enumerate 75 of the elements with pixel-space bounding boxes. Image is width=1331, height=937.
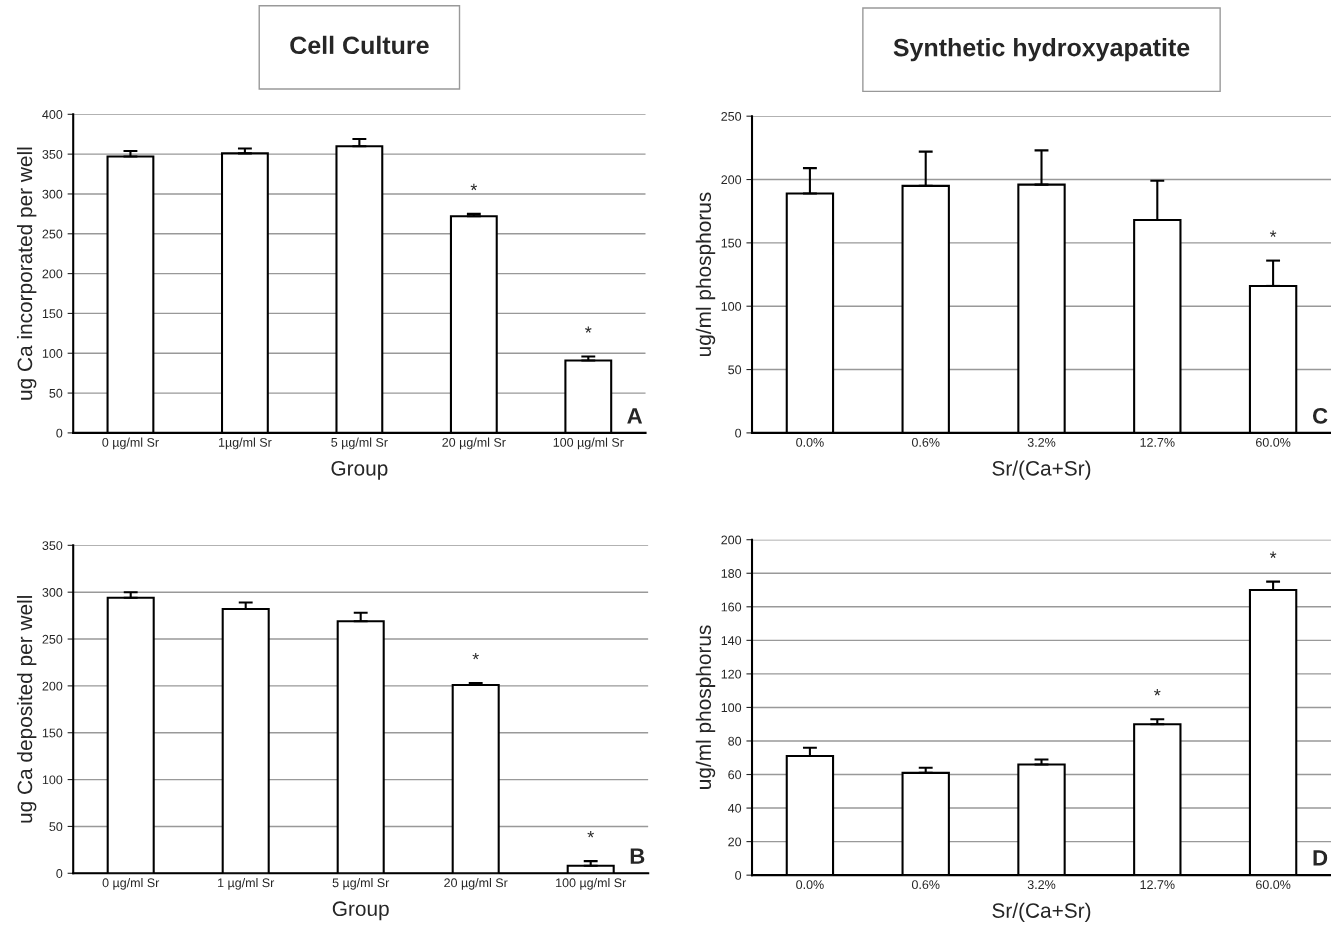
- x-tick-label: 100 µg/ml Sr: [556, 878, 627, 890]
- x-tick-label: 0.0%: [796, 437, 824, 447]
- y-tick-label: 50: [728, 365, 742, 375]
- x-tick-label: 60.0%: [1256, 880, 1291, 890]
- y-tick-label: 80: [728, 736, 742, 746]
- x-tick-label: 12.7%: [1140, 437, 1175, 447]
- annotation: B: [630, 848, 645, 864]
- x-tick-label: 0.6%: [911, 880, 940, 890]
- y-tick-label: 40: [727, 803, 742, 813]
- annotation: D: [1313, 850, 1328, 866]
- annotation: *: [1154, 689, 1161, 696]
- x-axis-title: Group: [332, 901, 389, 921]
- y-axis-title: ug/ml phosphorus: [695, 192, 716, 356]
- y-tick-label: 350: [42, 149, 63, 159]
- y-tick-label: 20: [728, 837, 742, 847]
- y-tick-label: 250: [42, 634, 63, 644]
- y-tick-label: 250: [721, 111, 742, 121]
- y-tick-label: 120: [721, 669, 742, 679]
- y-tick-label: 400: [42, 110, 63, 119]
- x-tick-label: 0 µg/ml Sr: [102, 437, 159, 450]
- y-tick-label: 160: [721, 602, 742, 612]
- x-tick-label: 0 µg/ml Sr: [102, 878, 160, 890]
- annotation: *: [585, 326, 592, 333]
- x-axis-title: Group: [331, 460, 388, 480]
- y-tick-label: 150: [42, 728, 63, 738]
- y-tick-label: 150: [42, 309, 63, 319]
- y-tick-label: 200: [721, 535, 742, 545]
- y-tick-label: 0: [56, 869, 63, 878]
- y-axis-title: ug Ca deposited per well: [16, 596, 37, 823]
- y-tick-label: 200: [42, 681, 63, 691]
- x-tick-label: 1 µg/ml Sr: [218, 878, 275, 890]
- x-tick-label: 0.6%: [911, 437, 940, 447]
- annotation: *: [587, 831, 594, 838]
- annotation: *: [470, 183, 478, 191]
- y-tick-label: 0: [735, 870, 742, 880]
- x-tick-label: 100 µg/ml Sr: [553, 437, 624, 450]
- y-axis-title: ug Ca incorporated per well: [16, 147, 37, 400]
- y-tick-label: 100: [42, 775, 63, 785]
- y-axis-title: ug/ml phosphorus: [695, 625, 716, 789]
- x-tick-label: 60.0%: [1256, 437, 1291, 447]
- y-tick-label: 200: [42, 269, 63, 279]
- x-tick-label: 0.0%: [796, 880, 824, 890]
- x-tick-label: 3.2%: [1027, 437, 1056, 447]
- y-tick-label: 200: [721, 175, 742, 185]
- x-tick-label: 20 µg/ml Sr: [442, 437, 506, 450]
- y-tick-label: 100: [721, 302, 742, 311]
- x-axis-title: Sr/(Ca+Sr): [992, 460, 1091, 480]
- y-tick-label: 60: [728, 770, 742, 780]
- x-tick-label: 1µg/ml Sr: [218, 437, 272, 450]
- x-tick-label: 20 µg/ml Sr: [444, 878, 508, 890]
- y-tick-label: 300: [42, 189, 63, 199]
- annotation: *: [1269, 551, 1277, 558]
- y-tick-label: 0: [735, 428, 742, 438]
- x-tick-label: 12.7%: [1140, 880, 1175, 890]
- y-tick-label: 300: [42, 587, 63, 597]
- annotation: A: [627, 408, 643, 424]
- annotation: *: [472, 653, 479, 660]
- x-axis-title: Sr/(Ca+Sr): [992, 902, 1091, 923]
- chart-title: Cell Culture: [290, 35, 429, 55]
- x-tick-label: 3.2%: [1027, 880, 1056, 890]
- x-tick-label: 5 µg/ml Sr: [331, 437, 388, 450]
- y-tick-label: 350: [42, 541, 63, 550]
- y-tick-label: 50: [49, 388, 63, 398]
- annotation: *: [1269, 230, 1277, 237]
- y-tick-label: 140: [721, 636, 742, 645]
- y-tick-label: 250: [42, 229, 63, 239]
- annotation: C: [1312, 408, 1328, 424]
- y-tick-label: 150: [721, 238, 742, 248]
- y-tick-label: 100: [42, 349, 63, 358]
- chart-title: Synthetic hydroxyapatite: [893, 38, 1190, 62]
- x-tick-label: 5 µg/ml Sr: [332, 878, 390, 890]
- y-tick-label: 100: [721, 703, 742, 713]
- y-tick-label: 0: [56, 428, 63, 438]
- y-tick-label: 180: [721, 569, 742, 578]
- y-tick-label: 50: [49, 822, 63, 832]
